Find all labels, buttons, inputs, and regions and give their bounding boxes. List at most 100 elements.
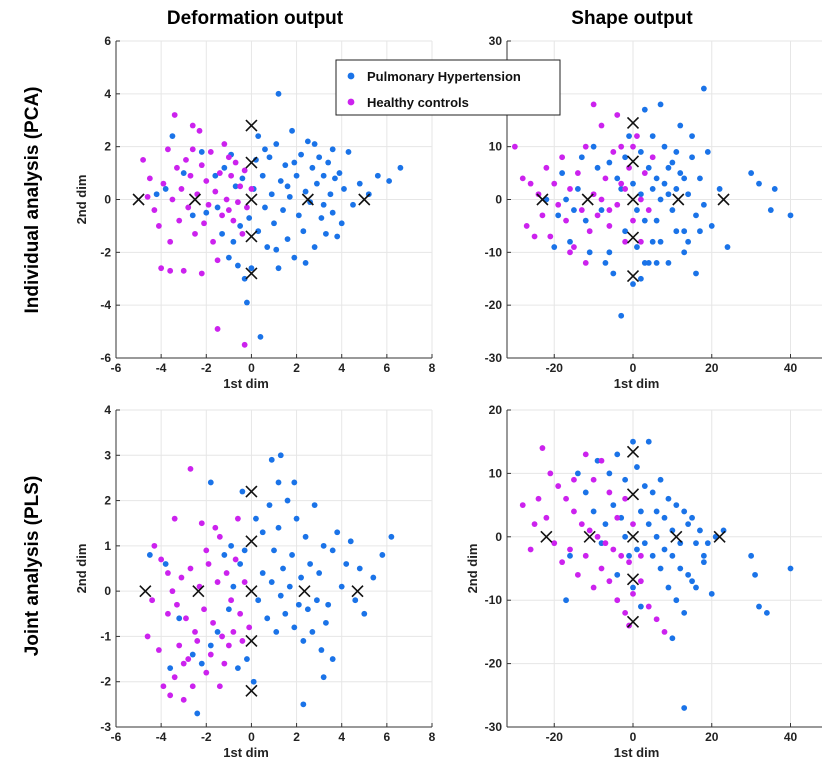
ph-point <box>649 552 656 559</box>
ph-point <box>320 172 327 179</box>
hc-point <box>578 521 585 528</box>
x-tick-label: -20 <box>546 361 564 375</box>
ph-point <box>273 141 280 147</box>
ph-point <box>316 154 323 161</box>
ph-point <box>289 552 295 558</box>
y-tick-label: -30 <box>485 351 503 365</box>
legend-marker-ph <box>347 72 355 80</box>
ph-point <box>361 610 368 617</box>
ph-point <box>673 228 680 235</box>
hc-point <box>241 579 248 585</box>
ph-point <box>323 230 329 237</box>
hc-point <box>167 692 174 699</box>
hc-point <box>547 470 554 477</box>
ph-point <box>657 101 664 108</box>
ph-point <box>304 606 311 613</box>
hc-point <box>192 629 198 635</box>
cross-stroke <box>626 116 640 129</box>
hc-point <box>160 180 167 187</box>
ph-point <box>590 508 597 515</box>
hc-point <box>630 143 636 150</box>
ph-point <box>329 547 336 554</box>
ph-point <box>665 260 672 266</box>
hc-point <box>630 521 636 528</box>
ph-point <box>300 701 307 708</box>
ph-point <box>677 122 684 129</box>
ph-point <box>681 175 688 182</box>
ph-point <box>234 665 241 672</box>
hc-point <box>543 514 550 521</box>
x-tick-label: 0 <box>630 730 637 744</box>
ph-point <box>225 254 232 261</box>
ph-point <box>763 609 770 616</box>
hc-point <box>146 175 153 182</box>
ph-point <box>277 592 284 599</box>
ph-point <box>645 521 652 528</box>
hc-point <box>618 180 625 187</box>
ph-point <box>657 196 664 203</box>
hc-point <box>618 552 625 559</box>
ph-point <box>291 479 298 486</box>
hc-point <box>582 552 589 559</box>
cross-marker <box>358 193 371 206</box>
ph-point <box>291 159 298 166</box>
ph-point <box>356 180 363 187</box>
hc-point <box>201 220 207 227</box>
hc-point <box>543 164 550 171</box>
hc-point <box>167 267 174 274</box>
ph-point <box>724 244 731 250</box>
ph-point <box>239 175 246 182</box>
ph-point <box>347 538 354 545</box>
ph-point <box>189 212 196 219</box>
ph-point <box>700 552 707 559</box>
hc-point <box>606 223 613 229</box>
x-tick-label: -6 <box>111 730 122 744</box>
cross-stroke <box>626 488 640 501</box>
hc-point <box>594 533 601 540</box>
hc-point <box>590 584 597 591</box>
cross-stroke <box>581 193 594 206</box>
ph-point <box>551 244 558 250</box>
ph-point <box>214 629 221 635</box>
hc-point <box>144 193 151 200</box>
ph-point <box>716 186 723 192</box>
hc-point <box>225 154 232 161</box>
ph-point <box>586 249 593 256</box>
ph-point <box>246 215 253 221</box>
ph-point <box>610 270 617 277</box>
ph-point <box>693 540 699 547</box>
ph-point <box>228 542 235 549</box>
y-tick-label: 2 <box>104 494 111 508</box>
cross-stroke <box>132 193 145 206</box>
ph-point <box>748 552 755 559</box>
ph-point <box>325 159 332 166</box>
ph-point <box>756 603 762 610</box>
plot-area <box>507 410 822 727</box>
ph-point <box>329 209 336 216</box>
ph-point <box>162 561 169 567</box>
ph-point <box>286 583 293 590</box>
ph-point <box>634 546 640 553</box>
ph-point <box>169 133 176 140</box>
ph-point <box>637 275 644 282</box>
row-title-joint: Joint analysis (PLS) <box>22 476 43 657</box>
ph-point <box>221 164 228 171</box>
hc-point <box>598 457 605 464</box>
ph-point <box>253 515 259 522</box>
hc-point <box>645 207 652 213</box>
y-axis-label: 2nd dim <box>74 175 89 225</box>
ph-point <box>232 183 239 190</box>
legend-marker-hc <box>347 98 355 106</box>
cross-marker <box>245 485 258 498</box>
ph-point <box>388 533 395 540</box>
x-tick-label: 4 <box>338 361 345 375</box>
legend-box <box>335 59 561 116</box>
ph-point <box>248 265 255 272</box>
ph-point <box>700 201 707 208</box>
ph-point <box>685 571 692 578</box>
ph-point <box>673 502 680 508</box>
hc-point <box>535 495 542 502</box>
ph-point <box>756 180 762 187</box>
ph-point <box>606 249 613 256</box>
ph-point <box>622 154 629 161</box>
